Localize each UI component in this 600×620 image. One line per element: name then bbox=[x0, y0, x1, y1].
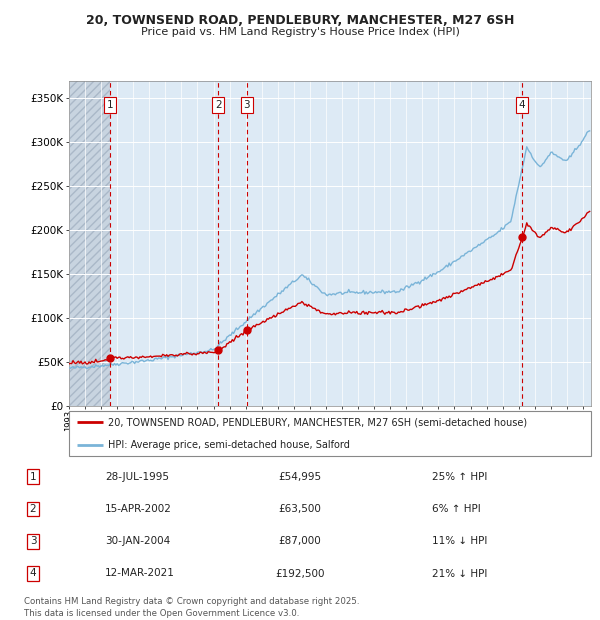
Text: £63,500: £63,500 bbox=[278, 504, 322, 514]
Text: 20, TOWNSEND ROAD, PENDLEBURY, MANCHESTER, M27 6SH (semi-detached house): 20, TOWNSEND ROAD, PENDLEBURY, MANCHESTE… bbox=[108, 417, 527, 427]
Text: 11% ↓ HPI: 11% ↓ HPI bbox=[432, 536, 487, 546]
Text: 20, TOWNSEND ROAD, PENDLEBURY, MANCHESTER, M27 6SH: 20, TOWNSEND ROAD, PENDLEBURY, MANCHESTE… bbox=[86, 14, 514, 27]
Text: £192,500: £192,500 bbox=[275, 569, 325, 578]
Text: 3: 3 bbox=[244, 100, 250, 110]
Text: 3: 3 bbox=[29, 536, 37, 546]
Text: £54,995: £54,995 bbox=[278, 472, 322, 482]
Text: HPI: Average price, semi-detached house, Salford: HPI: Average price, semi-detached house,… bbox=[108, 440, 350, 450]
Text: 12-MAR-2021: 12-MAR-2021 bbox=[105, 569, 175, 578]
Text: 15-APR-2002: 15-APR-2002 bbox=[105, 504, 172, 514]
Text: 6% ↑ HPI: 6% ↑ HPI bbox=[432, 504, 481, 514]
Text: Contains HM Land Registry data © Crown copyright and database right 2025.
This d: Contains HM Land Registry data © Crown c… bbox=[24, 597, 359, 618]
Text: Price paid vs. HM Land Registry's House Price Index (HPI): Price paid vs. HM Land Registry's House … bbox=[140, 27, 460, 37]
Text: 25% ↑ HPI: 25% ↑ HPI bbox=[432, 472, 487, 482]
Text: 21% ↓ HPI: 21% ↓ HPI bbox=[432, 569, 487, 578]
Text: 4: 4 bbox=[518, 100, 525, 110]
Text: 1: 1 bbox=[29, 472, 37, 482]
Text: 1: 1 bbox=[107, 100, 113, 110]
FancyBboxPatch shape bbox=[69, 411, 591, 456]
Bar bbox=[69, 81, 110, 406]
Text: 4: 4 bbox=[29, 569, 37, 578]
Text: 2: 2 bbox=[29, 504, 37, 514]
Text: 28-JUL-1995: 28-JUL-1995 bbox=[105, 472, 169, 482]
Text: £87,000: £87,000 bbox=[278, 536, 322, 546]
Text: 2: 2 bbox=[215, 100, 221, 110]
Text: 30-JAN-2004: 30-JAN-2004 bbox=[105, 536, 170, 546]
